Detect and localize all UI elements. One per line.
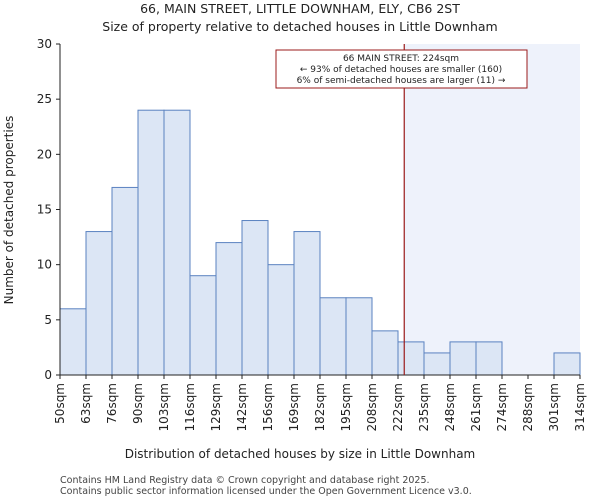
y-axis-label: Number of detached properties [2, 116, 16, 305]
bar [59, 308, 87, 376]
bar [189, 275, 217, 376]
x-tick-label: 235sqm [417, 383, 431, 431]
bar [449, 341, 477, 376]
x-tick-label: 208sqm [365, 383, 379, 431]
y-tick-label: 20 [37, 147, 52, 161]
x-tick-label: 156sqm [261, 383, 275, 431]
chart-title: 66, MAIN STREET, LITTLE DOWNHAM, ELY, CB… [140, 1, 460, 16]
bar [553, 352, 581, 376]
footer-line-1: Contains HM Land Registry data © Crown c… [60, 475, 430, 486]
x-tick-label: 90sqm [131, 383, 145, 424]
bar [241, 220, 269, 376]
x-tick-label: 169sqm [287, 383, 301, 431]
y-tick-label: 15 [37, 203, 52, 217]
bar [85, 231, 113, 376]
bar [215, 242, 243, 376]
bar [397, 341, 425, 376]
x-tick-label: 103sqm [157, 383, 171, 431]
x-tick-label: 63sqm [79, 383, 93, 424]
bar [267, 264, 295, 376]
x-tick-label: 288sqm [521, 383, 535, 431]
x-axis-label: Distribution of detached houses by size … [125, 447, 476, 461]
bar [371, 330, 399, 376]
axes-group: 0 5 10 15 20 25 30 50sqm 63sqm 76sqm 90sqm 103sqm 11… [37, 37, 587, 431]
y-tick-label: 25 [37, 92, 52, 106]
annotation-line-1: 66 MAIN STREET: 224sqm [343, 54, 459, 64]
x-tick-label: 248sqm [443, 383, 457, 431]
x-tick-label: 301sqm [547, 383, 561, 431]
bar [293, 231, 321, 376]
bars-group [59, 109, 581, 376]
annotation-line-2: ← 93% of detached houses are smaller (16… [300, 65, 502, 75]
bar [319, 297, 347, 376]
x-tick-label: 222sqm [391, 383, 405, 431]
bar [475, 341, 503, 376]
x-tick-label: 142sqm [235, 383, 249, 431]
bar [423, 352, 451, 376]
bar [137, 109, 165, 376]
x-tick-label: 116sqm [183, 383, 197, 431]
bar [163, 109, 191, 376]
footer-line-2: Contains public sector information licen… [60, 486, 472, 497]
x-tick-label: 274sqm [495, 383, 509, 431]
chart-subtitle: Size of property relative to detached ho… [102, 19, 497, 34]
x-tick-label: 314sqm [573, 383, 587, 431]
larger-size-highlight [404, 44, 580, 375]
y-tick-label: 10 [37, 258, 52, 272]
annotation-box: 66 MAIN STREET: 224sqm ← 93% of detached… [275, 49, 528, 89]
x-tick-label: 129sqm [209, 383, 223, 431]
x-tick-label: 261sqm [469, 383, 483, 431]
x-tick-label: 50sqm [53, 383, 67, 424]
bar [345, 297, 373, 376]
x-tick-label: 76sqm [105, 383, 119, 424]
annotation-line-3: 6% of semi-detached houses are larger (1… [297, 76, 506, 86]
y-tick-label: 0 [44, 368, 52, 382]
x-tick-label: 182sqm [313, 383, 327, 431]
x-tick-label: 195sqm [339, 383, 353, 431]
y-tick-label: 5 [44, 313, 52, 327]
bar [111, 186, 139, 376]
y-tick-label: 30 [37, 37, 52, 51]
